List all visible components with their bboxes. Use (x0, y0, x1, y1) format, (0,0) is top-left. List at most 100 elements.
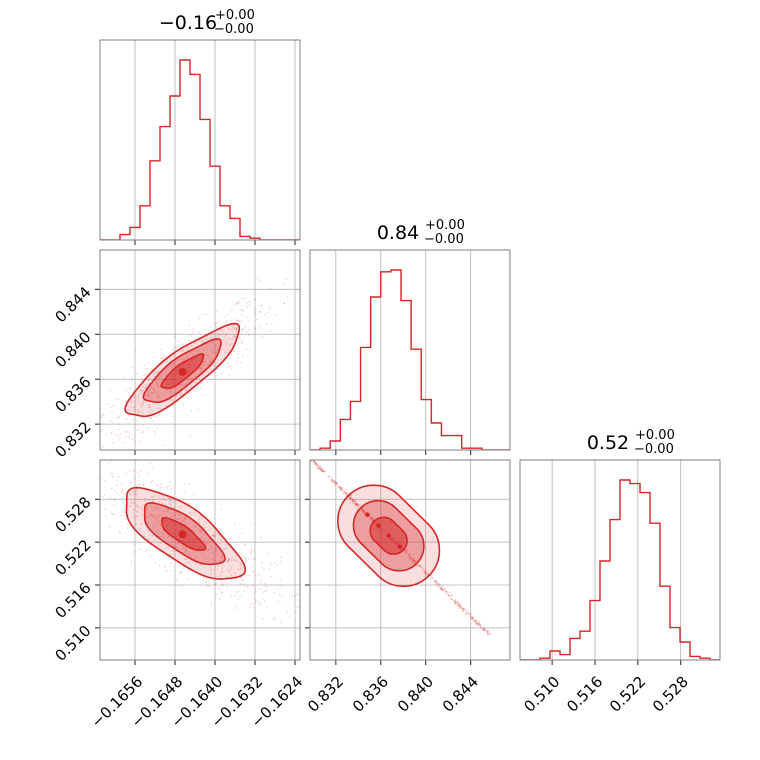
sample-point (135, 493, 138, 496)
sample-point (227, 559, 230, 562)
sample-point (94, 464, 96, 466)
sample-point (158, 407, 161, 410)
sample-point (216, 332, 219, 335)
sample-point (444, 590, 447, 593)
sample-point (242, 308, 245, 311)
sample-point (355, 503, 358, 506)
sample-point (182, 547, 185, 549)
sample-point (413, 562, 416, 565)
sample-point (205, 580, 207, 583)
sample-point (138, 410, 141, 413)
sample-point (318, 467, 321, 470)
sample-point (332, 480, 335, 483)
sample-point (250, 548, 253, 551)
sample-point (310, 460, 313, 463)
sample-point (210, 369, 213, 371)
sample-point (224, 341, 227, 344)
sample-point (158, 522, 161, 525)
sample-point (183, 519, 186, 522)
sample-point (339, 486, 341, 489)
sample-point (418, 564, 420, 567)
sample-point (489, 632, 491, 635)
sample-point (230, 574, 233, 576)
sample-point (435, 580, 438, 582)
sample-point (210, 378, 213, 381)
sample-point (420, 566, 423, 569)
sample-point (350, 497, 353, 499)
sample-point (345, 492, 348, 495)
sample-point (339, 487, 341, 489)
scatter-points (310, 460, 491, 636)
sample-point (238, 320, 241, 322)
sample-point (185, 516, 188, 519)
sample-point (356, 504, 358, 506)
sample-point (150, 481, 153, 484)
sample-point (143, 535, 146, 538)
sample-point (254, 299, 257, 301)
sample-point (115, 484, 118, 486)
sample-point (167, 508, 170, 511)
sample-point (327, 476, 330, 479)
sample-point (141, 402, 144, 405)
sample-point (433, 580, 436, 583)
sample-point (259, 279, 262, 282)
sample-point (165, 360, 168, 363)
histogram-steps (310, 269, 510, 450)
sample-point (82, 453, 84, 455)
sample-point (190, 352, 192, 354)
sample-point (156, 371, 159, 374)
sample-point (253, 597, 256, 600)
sample-point (181, 384, 184, 386)
sample-point (140, 522, 143, 525)
sample-point (177, 541, 179, 544)
sample-point (69, 475, 71, 477)
sample-point (156, 385, 159, 387)
sample-point (170, 562, 172, 565)
sample-point (411, 559, 414, 562)
sample-point (142, 504, 144, 506)
sample-point (241, 555, 244, 558)
sample-point (173, 514, 176, 516)
sample-point (47, 472, 49, 474)
sample-point (225, 547, 228, 549)
sample-point (200, 536, 203, 539)
sample-point (322, 296, 324, 298)
sample-point (120, 483, 123, 486)
sample-point (169, 553, 171, 556)
sample-point (202, 364, 205, 367)
sample-point (319, 468, 322, 470)
sample-point (132, 395, 135, 398)
sample-point (304, 305, 306, 307)
sample-point (201, 393, 204, 396)
sample-point (180, 571, 183, 574)
sample-point (171, 539, 173, 542)
sample-point (224, 321, 227, 324)
sample-point (344, 491, 347, 494)
sample-point (215, 364, 218, 367)
sample-point (158, 486, 161, 489)
sample-point (486, 631, 489, 634)
sample-point (140, 470, 143, 473)
sample-point (433, 579, 436, 582)
panel-hist-param-1 (99, 39, 301, 245)
sample-point (155, 372, 158, 374)
histogram-steps (100, 59, 300, 240)
sample-point (157, 381, 160, 384)
sample-point (131, 540, 134, 543)
sample-point (237, 356, 240, 359)
sample-point (200, 529, 203, 531)
sample-point (162, 530, 165, 532)
sample-point (188, 502, 191, 505)
sample-point (220, 508, 223, 511)
sample-point (145, 509, 148, 512)
sample-point (141, 509, 144, 511)
sample-point (192, 529, 194, 532)
sample-point (89, 454, 91, 456)
sample-point (424, 568, 427, 571)
sample-point (176, 346, 179, 349)
sample-point (151, 387, 154, 390)
sample-point (229, 356, 232, 359)
sample-point (188, 351, 191, 354)
sample-point (172, 399, 175, 402)
sample-point (147, 529, 150, 532)
